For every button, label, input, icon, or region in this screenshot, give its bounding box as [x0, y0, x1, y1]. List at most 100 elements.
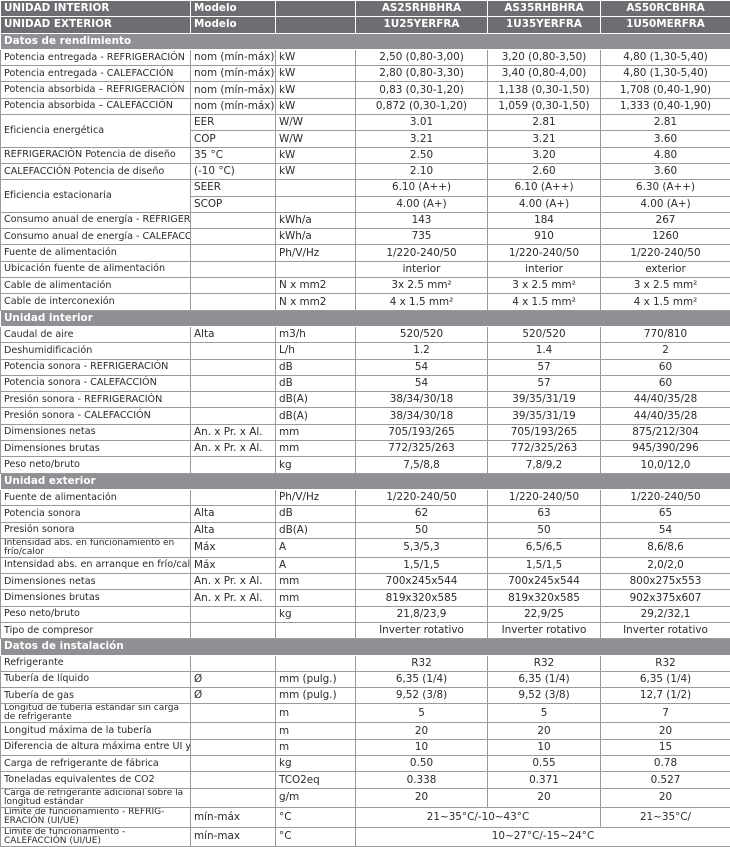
row-label: Tubería de gas — [1, 688, 191, 704]
row-label: CALEFACCIÓN Potencia de diseño — [1, 163, 191, 179]
value-cell: 10 — [488, 739, 601, 755]
value-cell: 7 — [601, 704, 730, 723]
row-label: Carga de refrigerante adicional sobre la… — [1, 788, 191, 807]
value-cell: 2.10 — [356, 163, 488, 179]
data-row: Intensidad abs. en arranque en frío/calo… — [1, 557, 730, 573]
value-cell: 15 — [601, 739, 730, 755]
unit-cell — [276, 622, 356, 638]
value-cell: 54 — [356, 359, 488, 375]
qualifier-cell: 35 °C — [191, 147, 276, 163]
row-label: Fuente de alimentación — [1, 489, 191, 505]
value-cell: 735 — [356, 229, 488, 245]
row-label: Consumo anual de energía - CALEFACCIÓN — [1, 229, 191, 245]
qualifier-cell: nom (mín-máx) — [191, 66, 276, 82]
value-cell: 819x320x585 — [488, 590, 601, 606]
value-cell: 4.00 (A+) — [356, 196, 488, 212]
row-label: Potencia absorbida – CALEFACCIÓN — [1, 98, 191, 114]
qualifier-cell — [191, 261, 276, 277]
row-label: Peso neto/bruto — [1, 457, 191, 473]
unit-cell: N x mm2 — [276, 278, 356, 294]
value-cell: exterior — [601, 261, 730, 277]
value-cell: Inverter rotativo — [601, 622, 730, 638]
value-cell: 1/220-240/50 — [488, 489, 601, 505]
data-row: Diferencia de altura máxima entre UI y U… — [1, 739, 730, 755]
value-cell: 945/390/296 — [601, 441, 730, 457]
unit-cell: A — [276, 557, 356, 573]
row-label: Cable de interconexión — [1, 294, 191, 310]
value-cell: 4.00 (A+) — [601, 196, 730, 212]
value-cell: 819x320x585 — [356, 590, 488, 606]
value-cell: 21,8/23,9 — [356, 606, 488, 622]
section-title: Datos de instalación — [1, 639, 730, 655]
value-cell: 0.371 — [488, 772, 601, 788]
row-label: Diferencia de altura máxima entre UI y U… — [1, 739, 191, 755]
header-label: UNIDAD EXTERIOR — [1, 17, 191, 33]
unit-cell: m — [276, 739, 356, 755]
value-cell: 8,6/8,6 — [601, 538, 730, 557]
header-empty — [276, 17, 356, 33]
value-cell: 902x375x607 — [601, 590, 730, 606]
value-cell: 800x275x553 — [601, 574, 730, 590]
value-cell: 54 — [356, 375, 488, 391]
value-cell: 3x 2.5 mm² — [356, 278, 488, 294]
qualifier-cell: Alta — [191, 326, 276, 342]
unit-cell: °C — [276, 827, 356, 846]
unit-cell: Ph/V/Hz — [276, 489, 356, 505]
value-cell: 2.81 — [488, 115, 601, 131]
qualifier-cell: Máx — [191, 538, 276, 557]
value-cell: 1.4 — [488, 343, 601, 359]
value-cell: 39/35/31/19 — [488, 392, 601, 408]
value-cell: 5 — [488, 704, 601, 723]
unit-cell: °C — [276, 807, 356, 827]
qualifier-cell — [191, 606, 276, 622]
qualifier-cell — [191, 655, 276, 671]
value-cell: 63 — [488, 506, 601, 522]
value-cell: 3.20 — [488, 147, 601, 163]
value-cell: 0.50 — [356, 756, 488, 772]
value-cell: 3.01 — [356, 115, 488, 131]
unit-cell: kg — [276, 457, 356, 473]
qualifier-cell: nom (mín-máx) — [191, 98, 276, 114]
value-cell: 875/212/304 — [601, 424, 730, 440]
value-cell: 5 — [356, 704, 488, 723]
value-cell: 770/810 — [601, 326, 730, 342]
value-cell: 39/35/31/19 — [488, 408, 601, 424]
row-label: Potencia entregada - CALEFACCIÓN — [1, 66, 191, 82]
value-cell: 1/220-240/50 — [488, 245, 601, 261]
unit-cell: mm (pulg.) — [276, 671, 356, 687]
unit-cell: kW — [276, 147, 356, 163]
qualifier-cell — [191, 375, 276, 391]
row-label: Caudal de aire — [1, 326, 191, 342]
value-cell: 1U35YERFRA — [488, 17, 601, 33]
unit-cell: Ph/V/Hz — [276, 245, 356, 261]
qualifier-cell: nom (mín-máx) — [191, 49, 276, 65]
value-cell: 44/40/35/28 — [601, 392, 730, 408]
value-cell: AS35RHBHRA — [488, 1, 601, 17]
data-row: Fuente de alimentación Ph/V/Hz 1/220-240/5… — [1, 489, 730, 505]
value-cell: 4,80 (1,30-5,40) — [601, 49, 730, 65]
value-cell: 1/220-240/50 — [601, 489, 730, 505]
section-row: Unidad exterior — [1, 473, 730, 489]
value-cell: 57 — [488, 375, 601, 391]
row-label: Intensidad abs. en arranque en frío/calo… — [1, 557, 191, 573]
unit-cell: kW — [276, 98, 356, 114]
qualifier-cell: An. x Pr. x Al. — [191, 441, 276, 457]
qualifier-cell: (-10 °C) — [191, 163, 276, 179]
row-label: Presión sonora — [1, 522, 191, 538]
value-cell: 4,80 (1,30-5,40) — [601, 66, 730, 82]
unit-cell: g/m — [276, 788, 356, 807]
qualifier-cell: nom (mín-máx) — [191, 82, 276, 98]
value-cell: 705/193/265 — [488, 424, 601, 440]
row-label: Límite de funcionamiento - CALEFACCIÓN (… — [1, 827, 191, 846]
